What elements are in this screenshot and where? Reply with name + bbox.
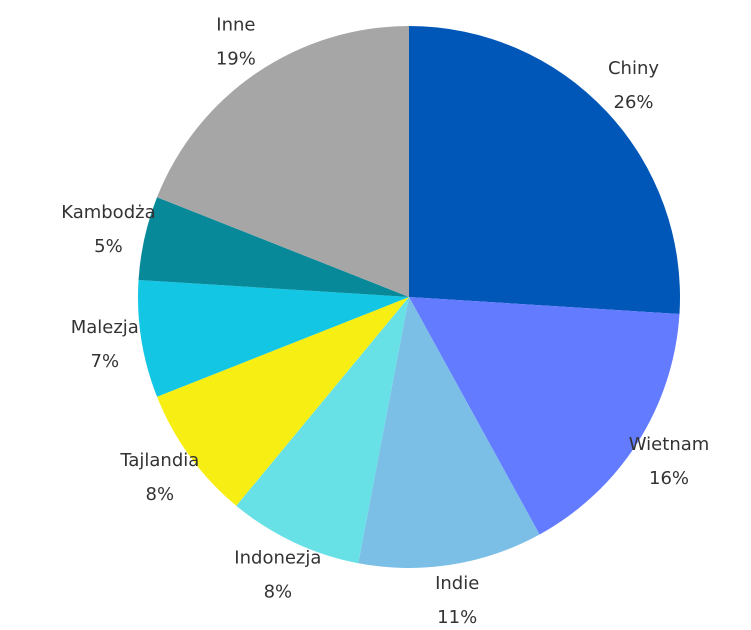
pie-slice [138,197,409,297]
slice-value-label: 8% [146,484,175,505]
slice-label: Indie [435,573,479,594]
slice-value-label: 16% [649,468,689,489]
slice-label: Wietnam [629,434,710,455]
slice-value-label: 7% [91,351,120,372]
pie-slice [157,297,409,506]
pie-slice [236,297,409,564]
slice-label: Indonezja [234,548,321,569]
slice-label: Kambodża [61,202,155,223]
pie-slice [409,297,680,535]
pie-slice [358,297,540,569]
slice-value-label: 11% [437,607,477,628]
slice-label: Tajlandia [119,450,199,471]
slice-label: Malezja [71,317,139,338]
slice-value-label: 8% [264,582,293,603]
slice-value-label: 5% [94,236,123,257]
slice-label: Inne [216,14,255,35]
slice-value-label: 19% [216,48,256,69]
pie-slice [409,26,680,315]
pie-slice [138,279,410,397]
slice-label: Chiny [608,58,659,79]
pie-slice [157,26,409,297]
slice-value-label: 26% [614,92,654,113]
